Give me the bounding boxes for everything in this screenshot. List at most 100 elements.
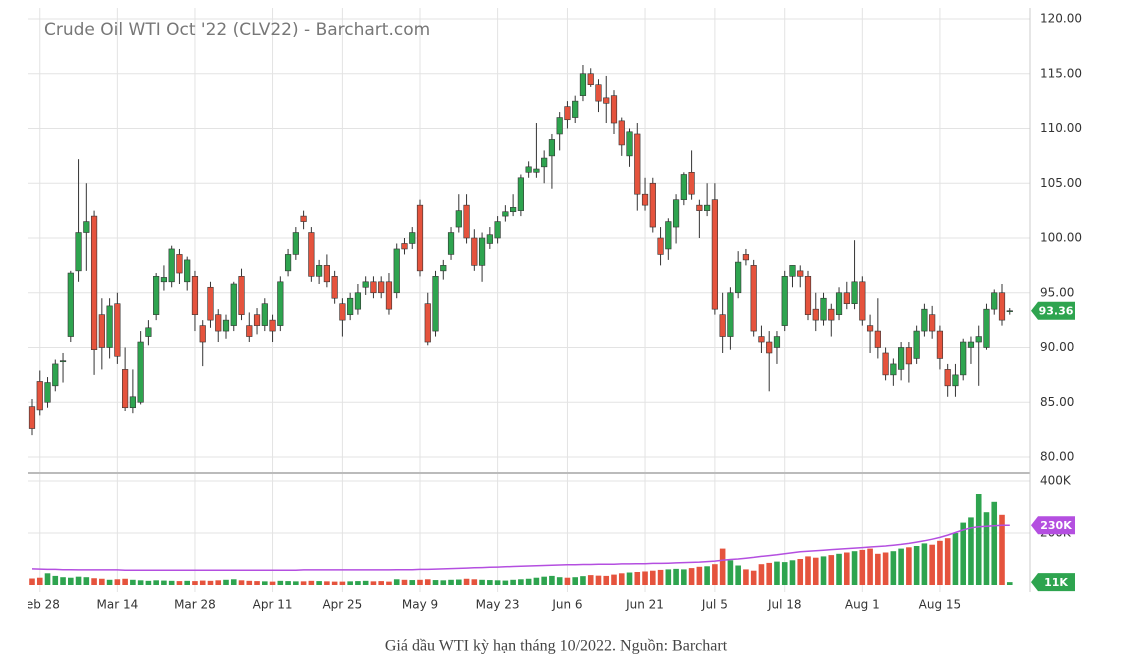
candle-body [851,281,858,304]
candle-body [711,199,718,310]
volume-bar [176,581,183,585]
candle-body [812,308,819,321]
volume-bar [875,553,881,585]
candle-body [913,330,920,359]
volume-bar [603,575,610,585]
candle-body [98,314,105,348]
candle-body [246,325,253,337]
candle-body [688,172,695,195]
candle-body [90,215,98,350]
candle-body [59,360,67,363]
candle-body [789,265,796,277]
candle-body [634,133,641,195]
volume-bar [688,568,695,585]
volume-bar [580,576,586,585]
volume-bar [456,579,462,585]
candle-body [998,292,1006,321]
volume-bar [153,580,159,585]
volume-bar [812,557,819,585]
volume-bar [952,533,959,585]
candle-body [316,265,323,277]
volume-bar [137,580,144,585]
volume-bar [975,494,982,585]
candle-body [820,297,827,321]
candle-body [354,292,362,310]
volume-bar [293,581,299,585]
candle-body [898,347,905,370]
volume-bar [68,577,74,585]
volume-bar [618,573,625,585]
candle-body [1006,310,1013,313]
volume-bar [184,580,190,585]
volume-bar [696,566,703,585]
candle-body [83,221,90,233]
candle-body [874,330,881,348]
volume-bar [161,580,167,585]
volume-bar [471,579,478,585]
candle-body [944,369,951,387]
volume-bar [611,574,617,585]
candle-body [471,237,478,266]
volume-bar [712,564,718,585]
candle-body [378,281,385,294]
volume-bar [704,566,710,585]
volume-bar [168,580,175,585]
volume-bar [44,573,51,585]
volume-bar [409,580,416,585]
volume-bar [316,581,322,585]
candle-body [261,303,268,326]
volume-bar [758,564,765,585]
volume-bar [719,548,726,585]
candle-body [168,248,175,283]
candle-body [347,297,354,315]
volume-bar [556,577,563,585]
volume-bar [844,552,850,585]
candle-body [510,207,517,213]
volume-bar [991,501,998,585]
candle-body [890,363,897,376]
volume-bar [355,581,361,585]
candle-body [308,232,315,277]
x-tick-label: Aug 15 [919,598,962,612]
x-tick-label: Feb 28 [20,598,60,612]
candle-body [781,276,788,326]
candle-body [502,211,509,217]
candle-body [106,305,113,348]
candle-body [137,341,144,403]
volume-bar [851,551,858,585]
candle-body [641,193,649,206]
volume-bar [393,579,400,585]
volume-bar [347,581,353,585]
volume-bar [487,580,493,585]
candle-body [610,95,618,124]
volume-bar [634,572,641,585]
candle-body [385,281,393,310]
candle-body [727,292,734,337]
candle-body [331,276,338,299]
candle-body [556,117,563,135]
candle-body [122,369,129,409]
candle-body [222,319,230,332]
candle-body [36,381,43,411]
candle-body [533,168,540,173]
y-tick-label: 80.00 [1040,450,1074,464]
volume-bar [52,575,59,585]
candle-body [967,341,975,348]
candle-body [339,303,346,321]
candle-body [277,281,284,326]
candle-body [362,281,369,288]
volume-average-line [31,524,1010,571]
candle-body [936,330,944,359]
y-tick-label: 85.00 [1040,395,1074,409]
volume-bar [642,571,648,585]
x-tick-label: Aug 1 [845,598,880,612]
volume-bar [339,581,346,585]
candle-body [603,97,610,104]
volume-bar [665,569,672,585]
candle-body [991,292,998,310]
volume-bar [262,581,268,585]
volume-bar [448,579,454,585]
candle-body [828,308,835,321]
volume-bar [510,579,516,585]
